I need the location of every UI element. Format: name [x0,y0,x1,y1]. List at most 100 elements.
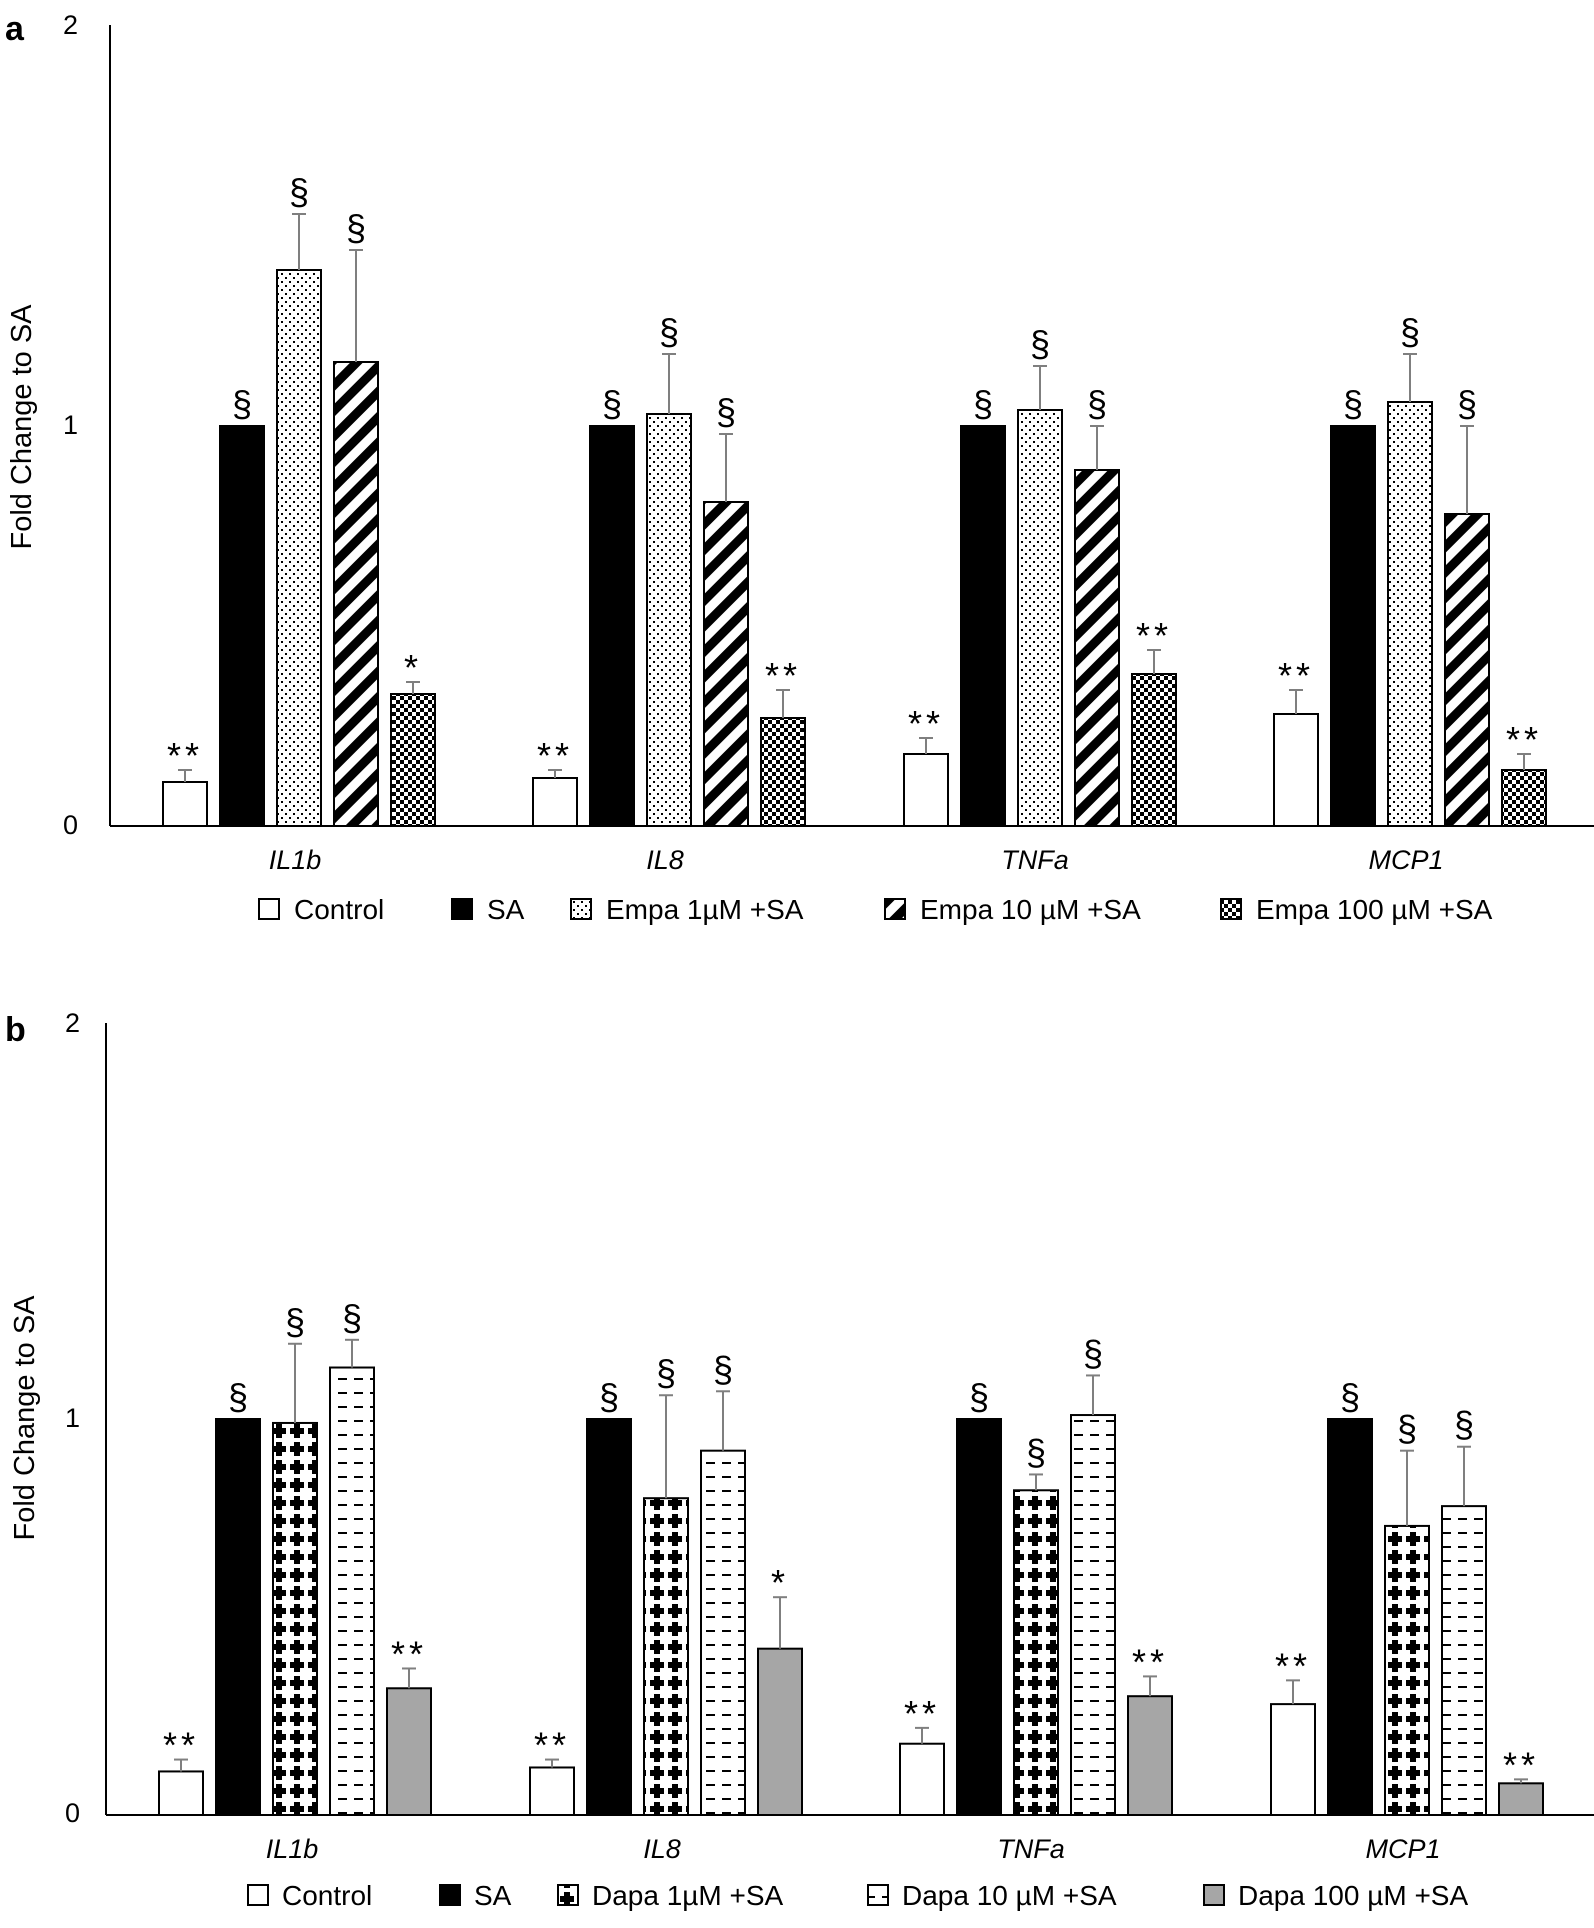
panel-a-bar-il1b-series-1 [219,425,265,827]
panel-b-bar-il8-series-0 [529,1766,575,1816]
panel-b-significance-label-2-3: § [1083,1332,1103,1373]
panel-a-legend-label-4: Empa 100 µM +SA [1256,894,1493,925]
panel-b-legend-label-3: Dapa 10 µM +SA [902,1880,1117,1911]
panel-a-bar-il8-series-0 [532,777,578,827]
panel-b-significance-label-3-1: § [1340,1376,1360,1417]
panel-b-legend-swatch-0 [247,1884,269,1906]
panel-b-legend: Control SA Dapa 1µM +SA Dapa 10 µM +SA D… [247,1880,1468,1911]
panel-b-category-labels: IL1b IL8 TNFa MCP1 [266,1834,1441,1864]
panel-b-y-tick-2: 2 [65,1008,80,1038]
panel-b-significance-label-0-2: § [285,1301,305,1342]
panel-a-significance-label-1-0: ** [537,735,573,776]
panel-a-label: a [5,10,25,48]
panel-a-bar-mcp1-series-3 [1444,513,1490,827]
panel-b-legend-swatch-3 [867,1884,889,1906]
panel-a-legend: Control SA Empa 1µM +SA Empa 10 µM +SA E… [258,894,1493,925]
panel-b-significance-label-1-0: ** [534,1725,570,1766]
panel-a-bar-tnfa-series-0 [903,753,949,827]
panel-a-significance-label-2-2: § [1030,323,1050,364]
panel-a-y-axis-title: Fold Change to SA [6,304,38,550]
panel-b-bar-tnfa-series-3 [1070,1414,1116,1817]
panel-b-significance-label-3-2: § [1397,1408,1417,1449]
panel-a-legend-label-0: Control [294,894,384,925]
panel-a-significance-label-2-1: § [973,383,993,424]
panel-a-significance-label-1-4: ** [765,655,801,696]
panel-b-significance-label-0-3: § [342,1297,362,1338]
panel-b-significance-label-3-4: ** [1503,1744,1539,1785]
panel-a-bar-il1b-series-3 [333,361,379,827]
panel-a-y-tick-labels: 0 1 2 [63,10,78,840]
panel-b-bar-mcp1-series-2 [1384,1524,1430,1817]
panel-b-category-2: TNFa [997,1834,1065,1864]
panel-a-significance-label-3-0: ** [1278,655,1314,696]
panel-a-legend-label-1: SA [487,894,525,925]
panel-b-bar-il1b-series-3 [329,1366,375,1817]
panel-b-bar-il8-series-2 [643,1497,689,1816]
panel-b-y-tick-1: 1 [65,1403,80,1433]
panel-a-significance-label-2-4: ** [1136,615,1172,656]
panel-b-bar-tnfa-series-0 [899,1742,945,1816]
panel-a-legend-swatch-3 [884,898,906,920]
panel-a-bars: ** ******§ § § §§§ § §§§ § §* ****** [162,171,1547,827]
panel-a-y-tick-0: 0 [63,810,78,840]
panel-a-legend-swatch-2 [570,898,592,920]
panel-a-bar-tnfa-series-1 [960,425,1006,827]
panel-b-significance-label-1-1: § [599,1376,619,1417]
panel-b-bar-mcp1-series-0 [1270,1703,1316,1816]
panel-b-bar-tnfa-series-1 [956,1418,1002,1816]
panel-b-legend-swatch-1 [439,1884,461,1906]
panel-a-significance-label-1-3: § [716,391,736,432]
panel-b-bar-il8-series-4 [757,1647,803,1817]
panel-b-bar-il8-series-1 [586,1418,632,1816]
panel-a-bar-tnfa-series-4 [1131,673,1177,827]
panel-a-bar-mcp1-series-4 [1501,769,1547,827]
panel-a-bar-il1b-series-0 [162,781,208,827]
panel-b-bar-il8-series-3 [700,1449,746,1817]
panel-b-bar-il1b-series-2 [272,1421,318,1816]
panel-b-bar-tnfa-series-2 [1013,1489,1059,1817]
panel-a-significance-label-0-2: § [289,171,309,212]
panel-a-bar-mcp1-series-2 [1387,401,1433,827]
panel-a-bar-tnfa-series-3 [1074,469,1120,827]
panel-a-legend-swatch-4 [1220,898,1242,920]
panel-b-significance-label-2-1: § [969,1376,989,1417]
panel-a-significance-label-2-3: § [1087,383,1107,424]
panel-b-bar-mcp1-series-4 [1498,1782,1544,1816]
panel-a-bar-il1b-series-2 [276,269,322,827]
panel-a-legend-label-2: Empa 1µM +SA [606,894,804,925]
panel-b-category-0: IL1b [266,1834,319,1864]
panel-a-bar-il8-series-2 [646,413,692,827]
panel-b-bar-il1b-series-4 [386,1687,432,1817]
panel-b-legend-swatch-2 [557,1884,579,1906]
panel-b-label: b [5,1011,26,1049]
panel-b-y-tick-labels: 0 1 2 [65,1008,80,1828]
panel-a-bar-il1b-series-4 [390,693,436,827]
panel-a-significance-label-3-1: § [1343,383,1363,424]
panel-b-bar-il1b-series-0 [158,1770,204,1816]
panel-a-significance-label-1-1: § [602,383,622,424]
panel-a-bar-mcp1-series-1 [1330,425,1376,827]
panel-a: a Fold Change to SA 0 1 2 ** ** ** ** § § § § § §… [5,10,1594,925]
panel-b-legend-swatch-4 [1203,1884,1225,1906]
panel-b-legend-label-4: Dapa 100 µM +SA [1238,1880,1468,1911]
panel-a-significance-label-1-2: § [659,311,679,352]
panel-a-significance-label-0-1: § [232,383,252,424]
panel-a-legend-swatch-0 [258,898,280,920]
panel-a-significance-label-0-3: § [346,207,366,248]
panel-b-significance-label-0-0: ** [163,1725,199,1766]
panel-a-y-tick-1: 1 [63,410,78,440]
panel-a-legend-label-3: Empa 10 µM +SA [920,894,1141,925]
panel-a-significance-label-0-0: ** [167,735,203,776]
panel-b-bar-mcp1-series-1 [1327,1418,1373,1816]
panel-a-significance-label-0-4: * [404,647,422,688]
panel-a-bar-tnfa-series-2 [1017,409,1063,827]
panel-b-bars: ** ******§ § § §§§§§§§ §§******* [158,1297,1544,1817]
panel-b-legend-label-1: SA [474,1880,512,1911]
panel-a-category-2: TNFa [1001,845,1069,875]
panel-b-y-axis-title: Fold Change to SA [9,1295,41,1541]
panel-b-significance-label-2-0: ** [904,1693,940,1734]
panel-b-significance-label-1-2: § [656,1352,676,1393]
panel-a-category-labels: IL1b IL8 TNFa MCP1 [269,845,1444,875]
panel-a-category-3: MCP1 [1368,845,1443,875]
panel-a-bar-il8-series-4 [760,717,806,827]
